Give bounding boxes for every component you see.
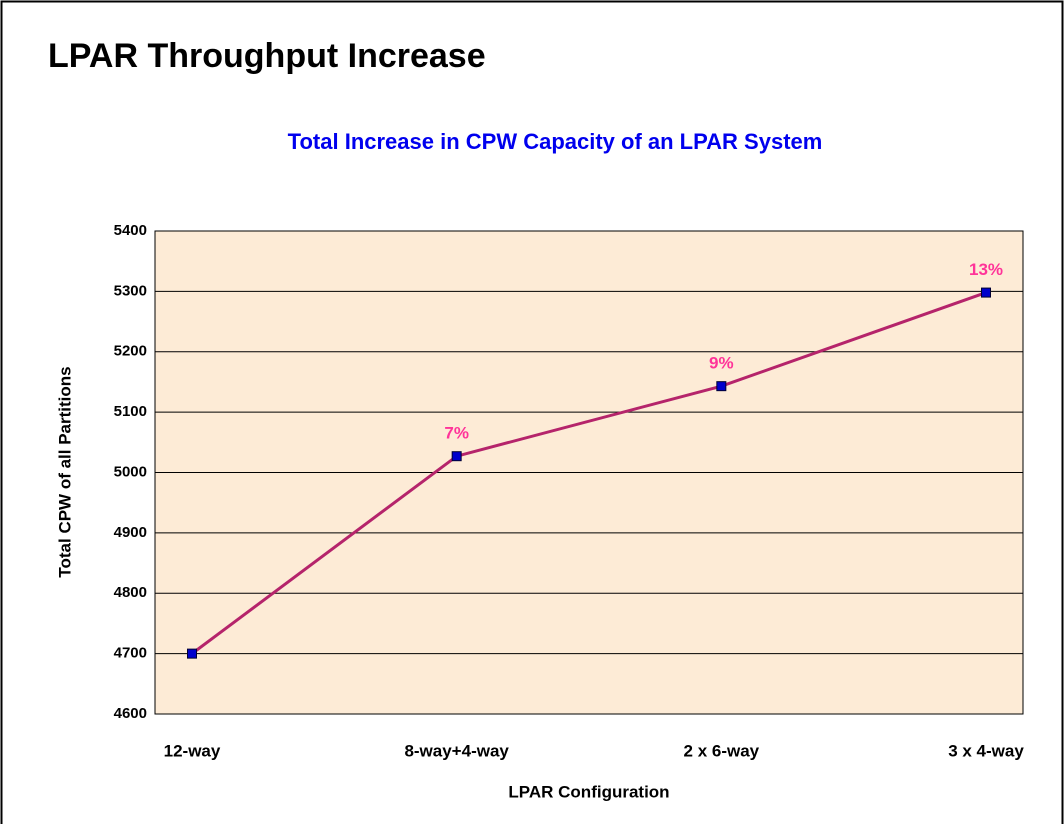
y-axis-label: Total CPW of all Partitions	[55, 366, 74, 577]
marker	[981, 287, 991, 298]
y-tick-label: 4800	[114, 584, 147, 601]
y-tick-label: 4700	[114, 645, 147, 662]
chart-title: Total Increase in CPW Capacity of an LPA…	[288, 129, 823, 154]
y-tick-label: 5300	[114, 282, 147, 299]
x-tick-label: 12-way	[164, 741, 221, 760]
y-tick-label: 5100	[114, 403, 147, 420]
y-tick-label: 5200	[114, 343, 147, 360]
x-axis-label: LPAR Configuration	[508, 782, 669, 801]
page-title: LPAR Throughput Increase	[48, 37, 486, 75]
line	[191, 291, 987, 655]
y-tick-label: 5000	[114, 463, 147, 480]
marker	[451, 451, 462, 462]
y-tick-label: 5400	[114, 222, 147, 239]
x-tick-label: 3 x 4-way	[948, 741, 1024, 760]
data-label: 9%	[709, 354, 734, 373]
y-tick-label: 4600	[114, 705, 147, 722]
y-tick-label: 4900	[114, 524, 147, 541]
x-tick-label: 8-way+4-way	[404, 741, 509, 760]
marker	[187, 648, 197, 659]
x-tick-label: 2 x 6-way	[684, 741, 760, 760]
data-label: 7%	[444, 424, 469, 443]
data-label: 13%	[969, 260, 1003, 279]
marker	[716, 381, 727, 392]
